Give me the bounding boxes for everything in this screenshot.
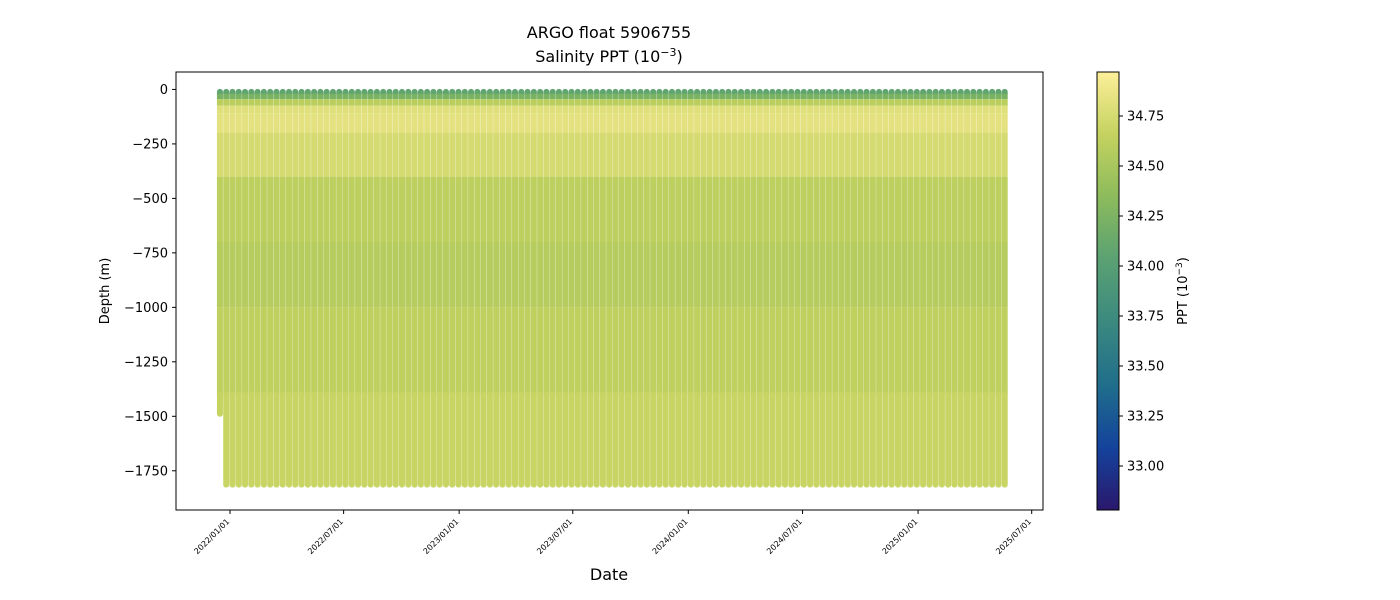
colorbar-tick-label: 34.25	[1127, 210, 1164, 225]
x-tick-label: 2022/07/01	[306, 517, 345, 556]
x-tick-label: 2025/07/01	[994, 517, 1033, 556]
colorbar-tick-label: 34.00	[1127, 260, 1164, 275]
y-tick-label: 0	[160, 83, 168, 98]
colorbar-tick-label: 33.50	[1127, 360, 1164, 375]
x-tick-label: 2025/01/01	[881, 517, 920, 556]
y-tick-label: −1500	[124, 410, 168, 425]
chart-title: ARGO float 5906755	[527, 23, 691, 42]
colorbar-tick-label: 33.00	[1127, 460, 1164, 475]
colorbar-label: PPT (10−3)	[1175, 257, 1191, 325]
y-tick-label: −1000	[124, 301, 168, 316]
x-tick-label: 2023/01/01	[422, 517, 461, 556]
x-tick-label: 2022/01/01	[192, 517, 231, 556]
y-axis-label: Depth (m)	[98, 258, 113, 325]
x-tick-label: 2023/07/01	[535, 517, 574, 556]
profile-marks	[216, 88, 1008, 488]
colorbar-tick-label: 33.75	[1127, 310, 1164, 325]
colorbar: 33.00 33.25 33.50 33.75 34.00 34.25 34.50 34.75…	[1096, 71, 1191, 511]
plot-area	[175, 71, 1044, 511]
x-tick-label: 2024/07/01	[765, 517, 804, 556]
x-axis-label: Date	[590, 565, 628, 584]
x-axis: 2022/01/01 2022/07/01 2023/01/01 2023/07/01…	[192, 510, 1033, 556]
y-tick-label: −250	[132, 137, 168, 152]
x-tick-label: 2024/01/01	[651, 517, 690, 556]
y-tick-label: −1250	[124, 355, 168, 370]
y-tick-label: −500	[132, 192, 168, 207]
chart-subtitle: Salinity PPT (10−3)	[535, 46, 683, 66]
plot-frame	[175, 71, 1044, 511]
colorbar-tick-label: 33.25	[1127, 410, 1164, 425]
y-tick-label: −750	[132, 246, 168, 261]
y-axis: 0 −250 −500 −750 −1000 −1250 −1500 −1750	[124, 83, 176, 479]
colorbar-tick-label: 34.75	[1127, 110, 1164, 125]
colorbar-tick-label: 34.50	[1127, 160, 1164, 175]
colorbar-fill	[1096, 71, 1120, 511]
y-tick-label: −1750	[124, 464, 168, 479]
colorbar-ticks: 33.00 33.25 33.50 33.75 34.00 34.25 34.50 34.75	[1119, 110, 1164, 475]
